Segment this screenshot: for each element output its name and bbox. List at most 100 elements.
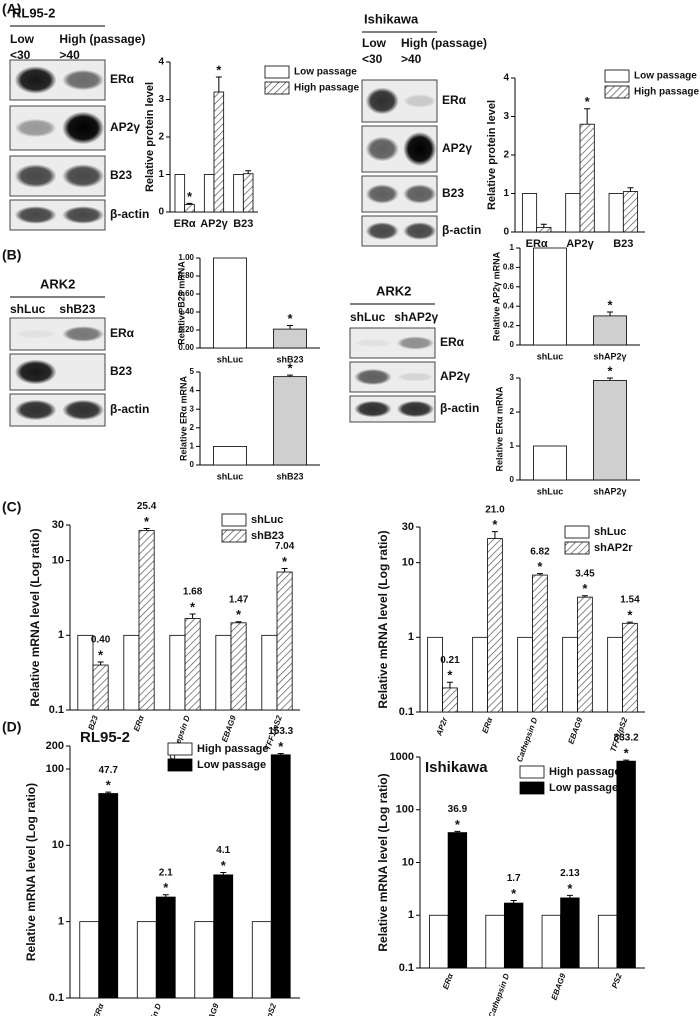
value-label: 2.13 [560,868,580,879]
error-bar [277,753,284,755]
y-axis-label: Relative mRNA level (Log ratio) [376,773,390,951]
legend-label: shLuc [594,526,626,538]
significance-mark: * [278,739,284,754]
blot-title: RL95-2 [12,5,55,20]
bar [562,636,578,713]
y-tick-label: 2 [190,423,195,432]
bar [532,574,548,713]
y-tick-label: 5 [190,367,195,376]
y-tick-label: 0 [503,227,509,238]
bar [184,618,201,711]
y-tick-label: 10 [402,557,414,569]
legend-label: Low passage [197,759,266,771]
significance-mark: * [624,746,630,761]
y-tick-label: 2 [158,132,164,143]
blot-band [403,131,437,167]
bar [521,193,538,233]
y-tick-label: 0.1 [399,706,414,718]
bar [213,257,247,349]
x-tick-label: ERα [526,238,548,250]
blot-title: ARK2 [40,276,75,291]
y-tick-label: 0.00 [178,343,194,352]
blot-row-label: β-actin [110,402,149,416]
bar [607,636,623,713]
significance-mark: * [190,599,196,614]
blot-band [396,400,435,418]
significance-mark: * [607,363,613,378]
panel-label: (C) [2,499,21,515]
y-tick-label: 0.2 [503,321,515,330]
significance-mark: * [287,361,293,376]
legend-swatch [519,781,545,795]
significance-mark: * [511,886,517,901]
bar [447,832,468,969]
bar [273,328,307,349]
significance-mark: * [447,668,453,683]
blot-band [62,326,105,342]
blot-band [403,222,437,240]
bar [536,226,552,233]
blot-title: Ishikawa [364,11,419,26]
blot-row-label: ERα [440,335,465,349]
blot-band [14,66,57,94]
bar [169,634,186,711]
blot-column-label: shAP2γ [394,310,438,324]
value-label: 25.4 [137,501,157,512]
y-tick-label: 1 [510,243,515,252]
legend-swatch [167,758,193,772]
value-label: 833.2 [614,733,639,744]
x-tick-label: ERα [174,218,196,230]
blot-band [354,368,392,386]
legend-label: shLuc [251,514,283,526]
bar [123,634,140,711]
y-tick-label: 0 [158,207,164,218]
bar [541,914,562,969]
x-tick-label: shLuc [537,486,564,496]
x-tick-label: ERα [92,1001,106,1016]
significance-mark: * [607,297,613,312]
legend-swatch [564,525,590,539]
y-tick-label: 200 [46,740,64,752]
x-tick-label: shB23 [276,471,303,481]
legend-swatch [221,529,247,543]
y-tick-label: 0.1 [49,992,64,1004]
error-bar [143,528,150,531]
blot-band [365,87,399,115]
y-tick-label: 3 [158,94,164,105]
blot-row-label: B23 [110,364,132,378]
bar [429,914,449,969]
bar [485,914,505,969]
bar [79,921,100,999]
y-tick-label: 10 [402,856,414,868]
x-tick-label: EBAG9 [566,716,584,745]
y-axis-label: Relative ERα mRNA [178,375,188,461]
significance-mark: * [585,94,591,109]
blot-band [62,206,105,224]
legend-label: shB23 [251,530,284,542]
blot-column-label: High (passage) [401,36,487,50]
value-label: 21.0 [485,504,505,515]
bar [273,376,307,466]
bar [77,634,94,711]
value-label: 36.9 [448,804,468,815]
y-tick-label: 0 [190,460,195,469]
y-tick-label: 1 [190,442,195,451]
error-bar [627,187,634,192]
x-tick-label: AP2γ [566,238,594,250]
value-label: 0.21 [440,655,460,666]
legend-label: High passage [634,87,699,98]
y-tick-label: 10 [52,555,64,567]
bar [242,173,254,213]
error-bar [623,759,630,762]
blot-column-label: >40 [59,48,80,62]
error-bar [215,76,222,92]
blot-band [14,164,57,188]
significance-mark: * [236,607,242,622]
y-axis-label: Relative protein level [144,82,156,192]
legend-label: Low passage [294,67,357,78]
value-label: 1.54 [620,595,640,606]
blot-band [396,336,435,350]
bar [213,445,247,466]
y-tick-label: 0.40 [178,307,194,316]
bar [593,315,627,346]
